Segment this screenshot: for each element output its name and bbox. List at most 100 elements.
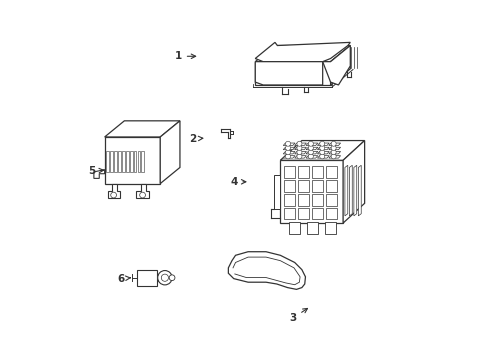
Polygon shape <box>317 156 328 158</box>
Polygon shape <box>94 170 104 179</box>
Circle shape <box>169 275 175 280</box>
Circle shape <box>308 154 313 159</box>
Circle shape <box>330 145 335 150</box>
Polygon shape <box>160 121 180 184</box>
Circle shape <box>285 141 290 146</box>
Bar <box>311 208 323 220</box>
Bar <box>325 222 335 234</box>
Bar <box>114 151 117 172</box>
Circle shape <box>319 145 324 150</box>
Bar <box>297 180 308 192</box>
Polygon shape <box>255 62 330 85</box>
Circle shape <box>140 192 145 198</box>
Circle shape <box>330 154 335 159</box>
Bar <box>311 180 323 192</box>
Polygon shape <box>330 45 349 85</box>
Bar <box>297 166 308 178</box>
Bar <box>297 208 308 220</box>
Bar <box>106 151 109 172</box>
Circle shape <box>330 150 335 155</box>
Polygon shape <box>349 165 351 216</box>
Circle shape <box>319 154 324 159</box>
Bar <box>284 194 295 206</box>
Polygon shape <box>305 156 317 158</box>
Polygon shape <box>104 121 180 137</box>
Polygon shape <box>283 143 294 145</box>
Circle shape <box>158 271 172 285</box>
Text: 1: 1 <box>174 51 195 61</box>
Polygon shape <box>328 147 340 150</box>
Polygon shape <box>305 152 317 154</box>
Bar <box>311 194 323 206</box>
Text: 6: 6 <box>117 274 130 284</box>
Bar <box>110 151 113 172</box>
Bar <box>325 194 336 206</box>
Circle shape <box>285 154 290 159</box>
Circle shape <box>319 150 324 155</box>
Polygon shape <box>283 152 294 154</box>
Bar <box>118 151 121 172</box>
Polygon shape <box>104 137 160 184</box>
Circle shape <box>296 154 301 159</box>
Bar <box>141 151 144 172</box>
Circle shape <box>296 145 301 150</box>
Polygon shape <box>305 143 317 145</box>
Bar <box>289 222 300 234</box>
Polygon shape <box>294 147 306 150</box>
Bar <box>125 151 128 172</box>
Polygon shape <box>294 152 306 154</box>
Bar <box>325 166 336 178</box>
Polygon shape <box>328 143 340 145</box>
Bar <box>297 194 308 206</box>
Polygon shape <box>328 152 340 154</box>
Polygon shape <box>107 184 120 198</box>
Circle shape <box>308 141 313 146</box>
Polygon shape <box>228 252 305 289</box>
Bar <box>325 208 336 220</box>
Polygon shape <box>255 45 349 62</box>
Circle shape <box>161 274 168 281</box>
Bar <box>284 180 295 192</box>
Polygon shape <box>294 156 306 158</box>
Circle shape <box>110 192 116 198</box>
Polygon shape <box>353 165 356 216</box>
Circle shape <box>319 141 324 146</box>
Bar <box>325 180 336 192</box>
Bar <box>306 222 317 234</box>
Circle shape <box>285 150 290 155</box>
Polygon shape <box>344 165 347 216</box>
Text: 3: 3 <box>289 309 307 323</box>
Circle shape <box>296 150 301 155</box>
Circle shape <box>308 145 313 150</box>
Polygon shape <box>317 147 328 150</box>
Bar <box>284 166 295 178</box>
Polygon shape <box>294 143 306 145</box>
Polygon shape <box>317 143 328 145</box>
Polygon shape <box>305 147 317 150</box>
Polygon shape <box>280 140 364 160</box>
Bar <box>129 151 132 172</box>
Polygon shape <box>137 270 156 286</box>
Bar <box>311 166 323 178</box>
Polygon shape <box>328 156 340 158</box>
Bar <box>284 208 295 220</box>
Text: 2: 2 <box>188 134 203 144</box>
Polygon shape <box>280 160 343 223</box>
Bar <box>137 151 140 172</box>
Polygon shape <box>317 152 328 154</box>
Polygon shape <box>283 147 294 150</box>
Text: 4: 4 <box>229 177 245 187</box>
Circle shape <box>330 141 335 146</box>
Text: 5: 5 <box>88 166 103 176</box>
Polygon shape <box>283 156 294 158</box>
Circle shape <box>308 150 313 155</box>
Polygon shape <box>322 45 349 85</box>
Polygon shape <box>255 42 349 62</box>
Bar <box>133 151 136 172</box>
Polygon shape <box>343 140 364 223</box>
Circle shape <box>285 145 290 150</box>
Polygon shape <box>255 62 330 85</box>
Polygon shape <box>273 175 280 209</box>
Bar <box>122 151 124 172</box>
Polygon shape <box>136 184 148 198</box>
